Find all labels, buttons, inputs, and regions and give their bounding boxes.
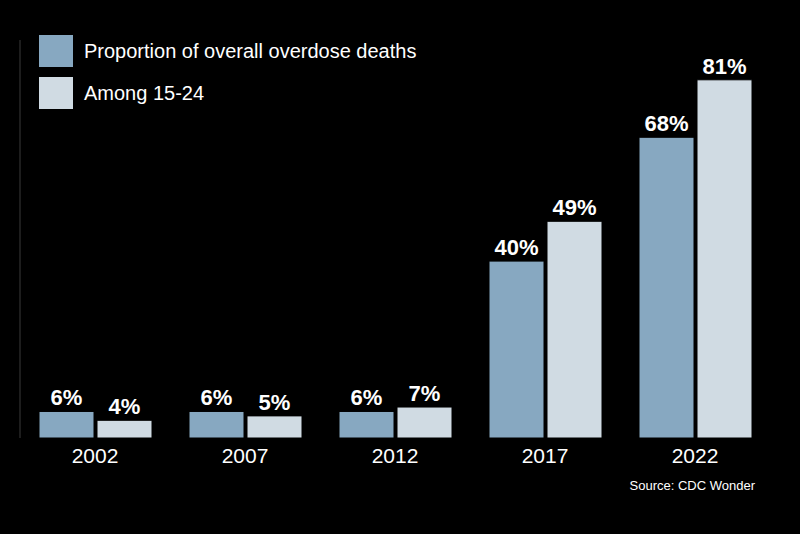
html-text:Proportion of overall overdose: Proportion of overall overdose deaths: [84, 39, 417, 62]
html-text:Source: CDC Wonder: Source: CDC Wonder: [629, 478, 755, 493]
html-text:Among 15-24: Among 15-24: [84, 81, 205, 104]
svg-text:2007: 2007: [222, 444, 269, 467]
svg-text:4%: 4%: [109, 394, 141, 419]
svg-text:2022: 2022: [672, 444, 719, 467]
svg-text:2012: 2012: [372, 444, 419, 467]
svg-text:49%: 49%: [552, 195, 596, 220]
svg-text:40%: 40%: [494, 235, 538, 260]
svg-text:81%: 81%: [702, 54, 746, 79]
svg-text:2017: 2017: [522, 444, 569, 467]
svg-text:2002: 2002: [72, 444, 119, 467]
svg-text:6%: 6%: [51, 385, 83, 410]
svg-text:7%: 7%: [409, 381, 441, 406]
svg-text:6%: 6%: [351, 385, 383, 410]
svg-text:5%: 5%: [259, 390, 291, 415]
svg-text:68%: 68%: [644, 111, 688, 136]
svg-text:6%: 6%: [201, 385, 233, 410]
